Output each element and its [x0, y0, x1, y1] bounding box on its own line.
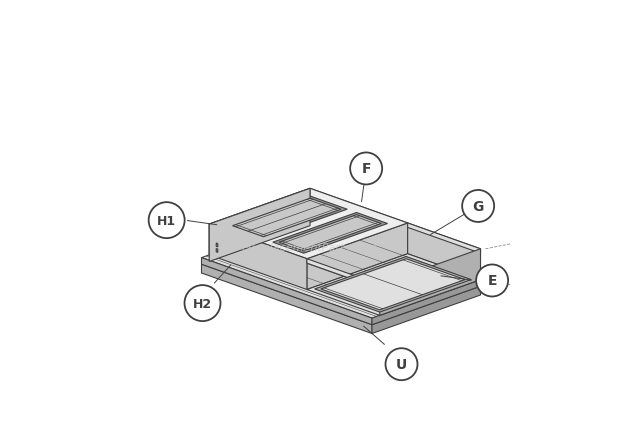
- Text: H1: H1: [157, 214, 176, 227]
- Polygon shape: [372, 287, 480, 334]
- Polygon shape: [307, 254, 480, 316]
- Polygon shape: [202, 219, 480, 318]
- Polygon shape: [321, 259, 465, 310]
- Polygon shape: [210, 225, 307, 290]
- Polygon shape: [310, 189, 408, 254]
- Circle shape: [462, 190, 494, 222]
- Text: H2: H2: [193, 297, 212, 310]
- Polygon shape: [210, 189, 310, 255]
- Polygon shape: [273, 213, 388, 253]
- Text: eReplacementParts.com: eReplacementParts.com: [242, 242, 378, 253]
- Polygon shape: [216, 249, 218, 253]
- Polygon shape: [232, 199, 341, 237]
- Circle shape: [476, 265, 508, 297]
- Polygon shape: [202, 265, 372, 334]
- Polygon shape: [226, 196, 347, 239]
- Text: U: U: [396, 357, 407, 371]
- Polygon shape: [314, 257, 471, 312]
- Polygon shape: [210, 189, 310, 262]
- Polygon shape: [307, 223, 408, 290]
- Polygon shape: [408, 223, 480, 253]
- Polygon shape: [307, 259, 379, 289]
- Circle shape: [386, 348, 417, 380]
- Polygon shape: [210, 189, 408, 259]
- Polygon shape: [279, 215, 381, 251]
- Text: E: E: [487, 274, 497, 288]
- Polygon shape: [216, 243, 218, 248]
- Text: G: G: [472, 199, 484, 213]
- Circle shape: [149, 203, 185, 239]
- Polygon shape: [372, 280, 480, 325]
- Polygon shape: [202, 226, 480, 325]
- Text: F: F: [361, 162, 371, 176]
- Circle shape: [185, 285, 221, 321]
- Polygon shape: [379, 249, 480, 316]
- Polygon shape: [408, 223, 480, 280]
- Polygon shape: [202, 258, 372, 325]
- Circle shape: [350, 153, 382, 185]
